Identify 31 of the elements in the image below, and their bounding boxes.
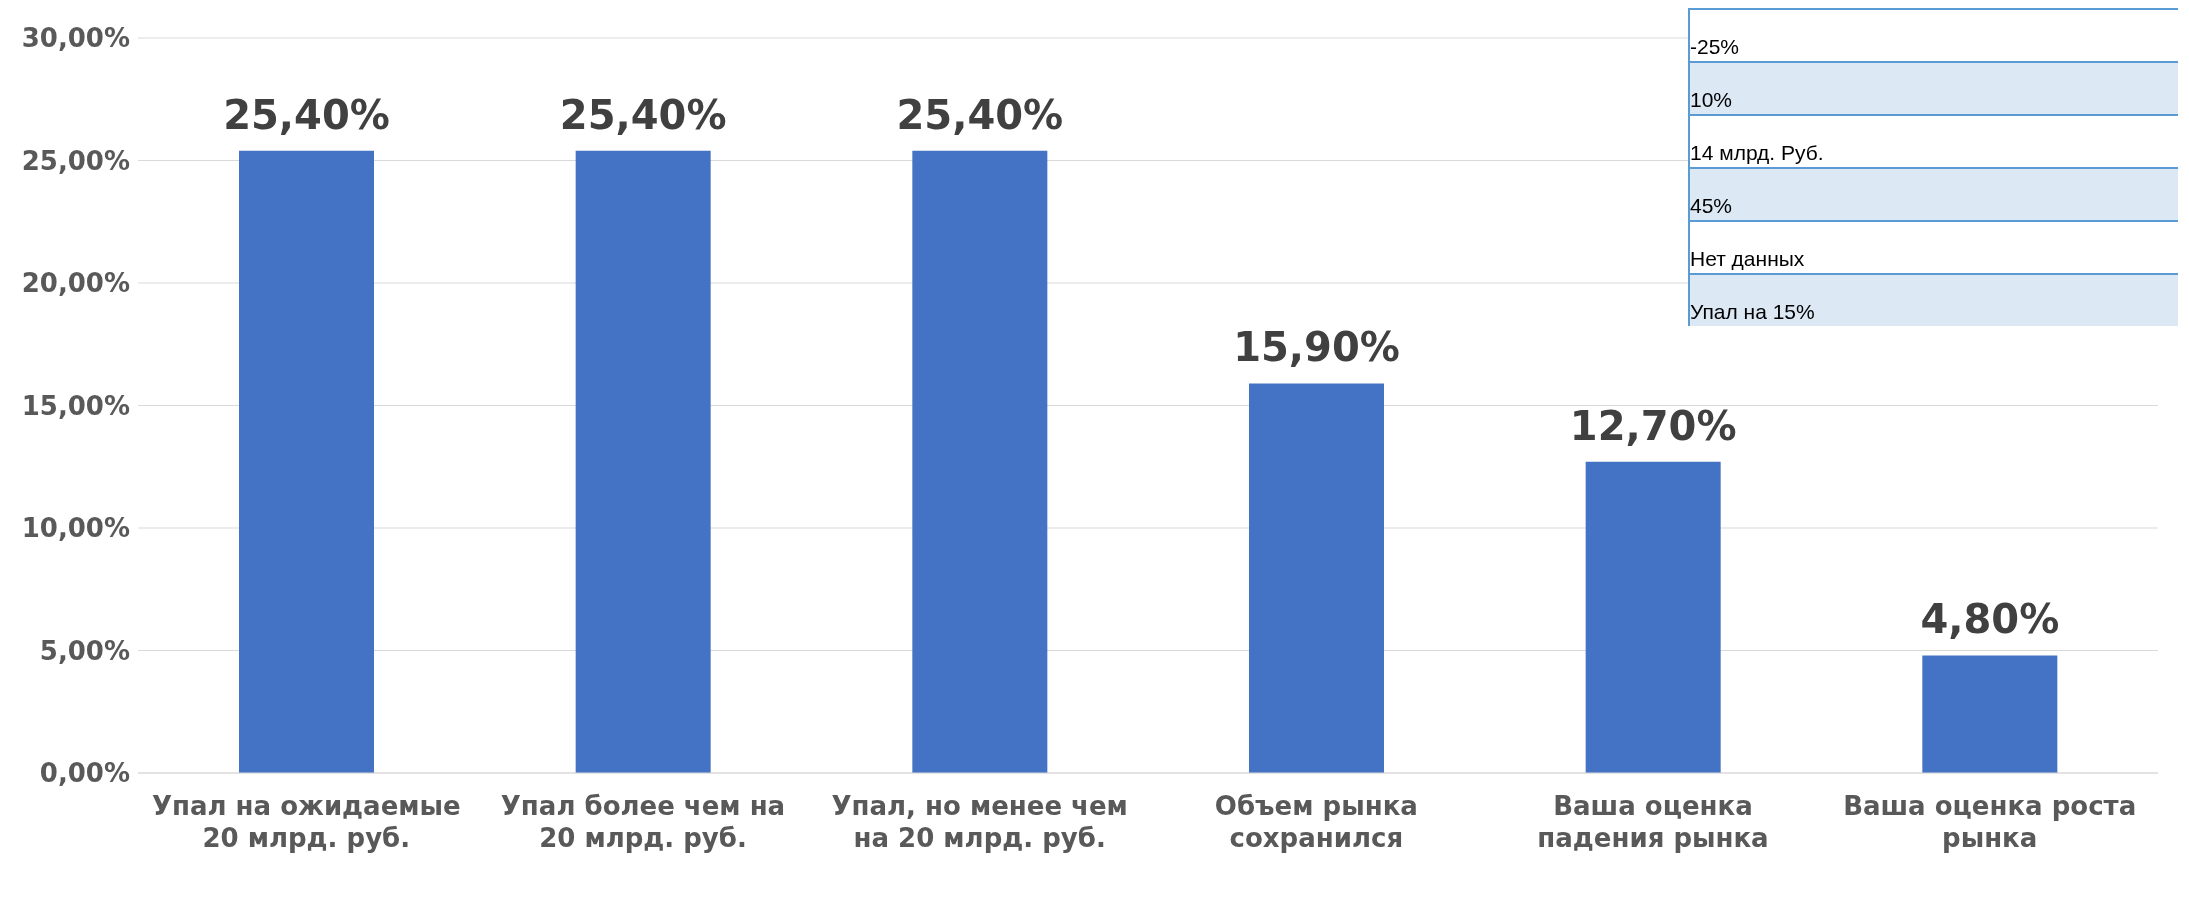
bar [1249,383,1384,773]
y-tick-label: 25,00% [21,145,130,176]
x-tick-label: Объем рынка сохранился [1214,791,1418,853]
bar [1922,655,2058,773]
data-label: 4,80% [1920,596,2060,643]
bar [239,150,374,773]
y-tick-label: 5,00% [39,635,130,666]
bar [575,150,711,773]
annotation: 14 млрд. Руб. [1690,141,1824,165]
annotation: Упал на 15% [1690,300,1815,324]
x-tick-label: Ваша оценка падения рынка [1537,791,1769,853]
data-label: 12,70% [1569,402,1737,449]
y-tick-label: 10,00% [21,513,130,544]
y-tick-label: 20,00% [21,268,130,299]
x-tick-label: Упал на ожидаемые 20 млрд. руб. [151,791,461,853]
y-tick-label: 15,00% [21,390,130,421]
x-tick-label: Упал, но менее чем на 20 млрд. руб. [831,791,1128,853]
annotation: -25% [1690,35,1740,59]
data-label: 15,90% [1233,324,1400,371]
x-tick-label: Упал более чем на 20 млрд. руб. [500,791,786,853]
data-label: 25,40% [896,91,1064,138]
y-tick-label: 0,00% [39,758,130,789]
x-tick-label: Ваша оценка роста рынка [1843,791,2137,853]
bar [912,150,1048,773]
bar [1585,461,1721,773]
data-label: 25,40% [559,91,727,138]
annotation: 10% [1690,88,1733,112]
data-label: 25,40% [223,91,390,138]
y-tick-label: 30,00% [21,23,130,54]
annotation: 45% [1690,194,1733,218]
annotation: Нет данных [1690,247,1805,271]
